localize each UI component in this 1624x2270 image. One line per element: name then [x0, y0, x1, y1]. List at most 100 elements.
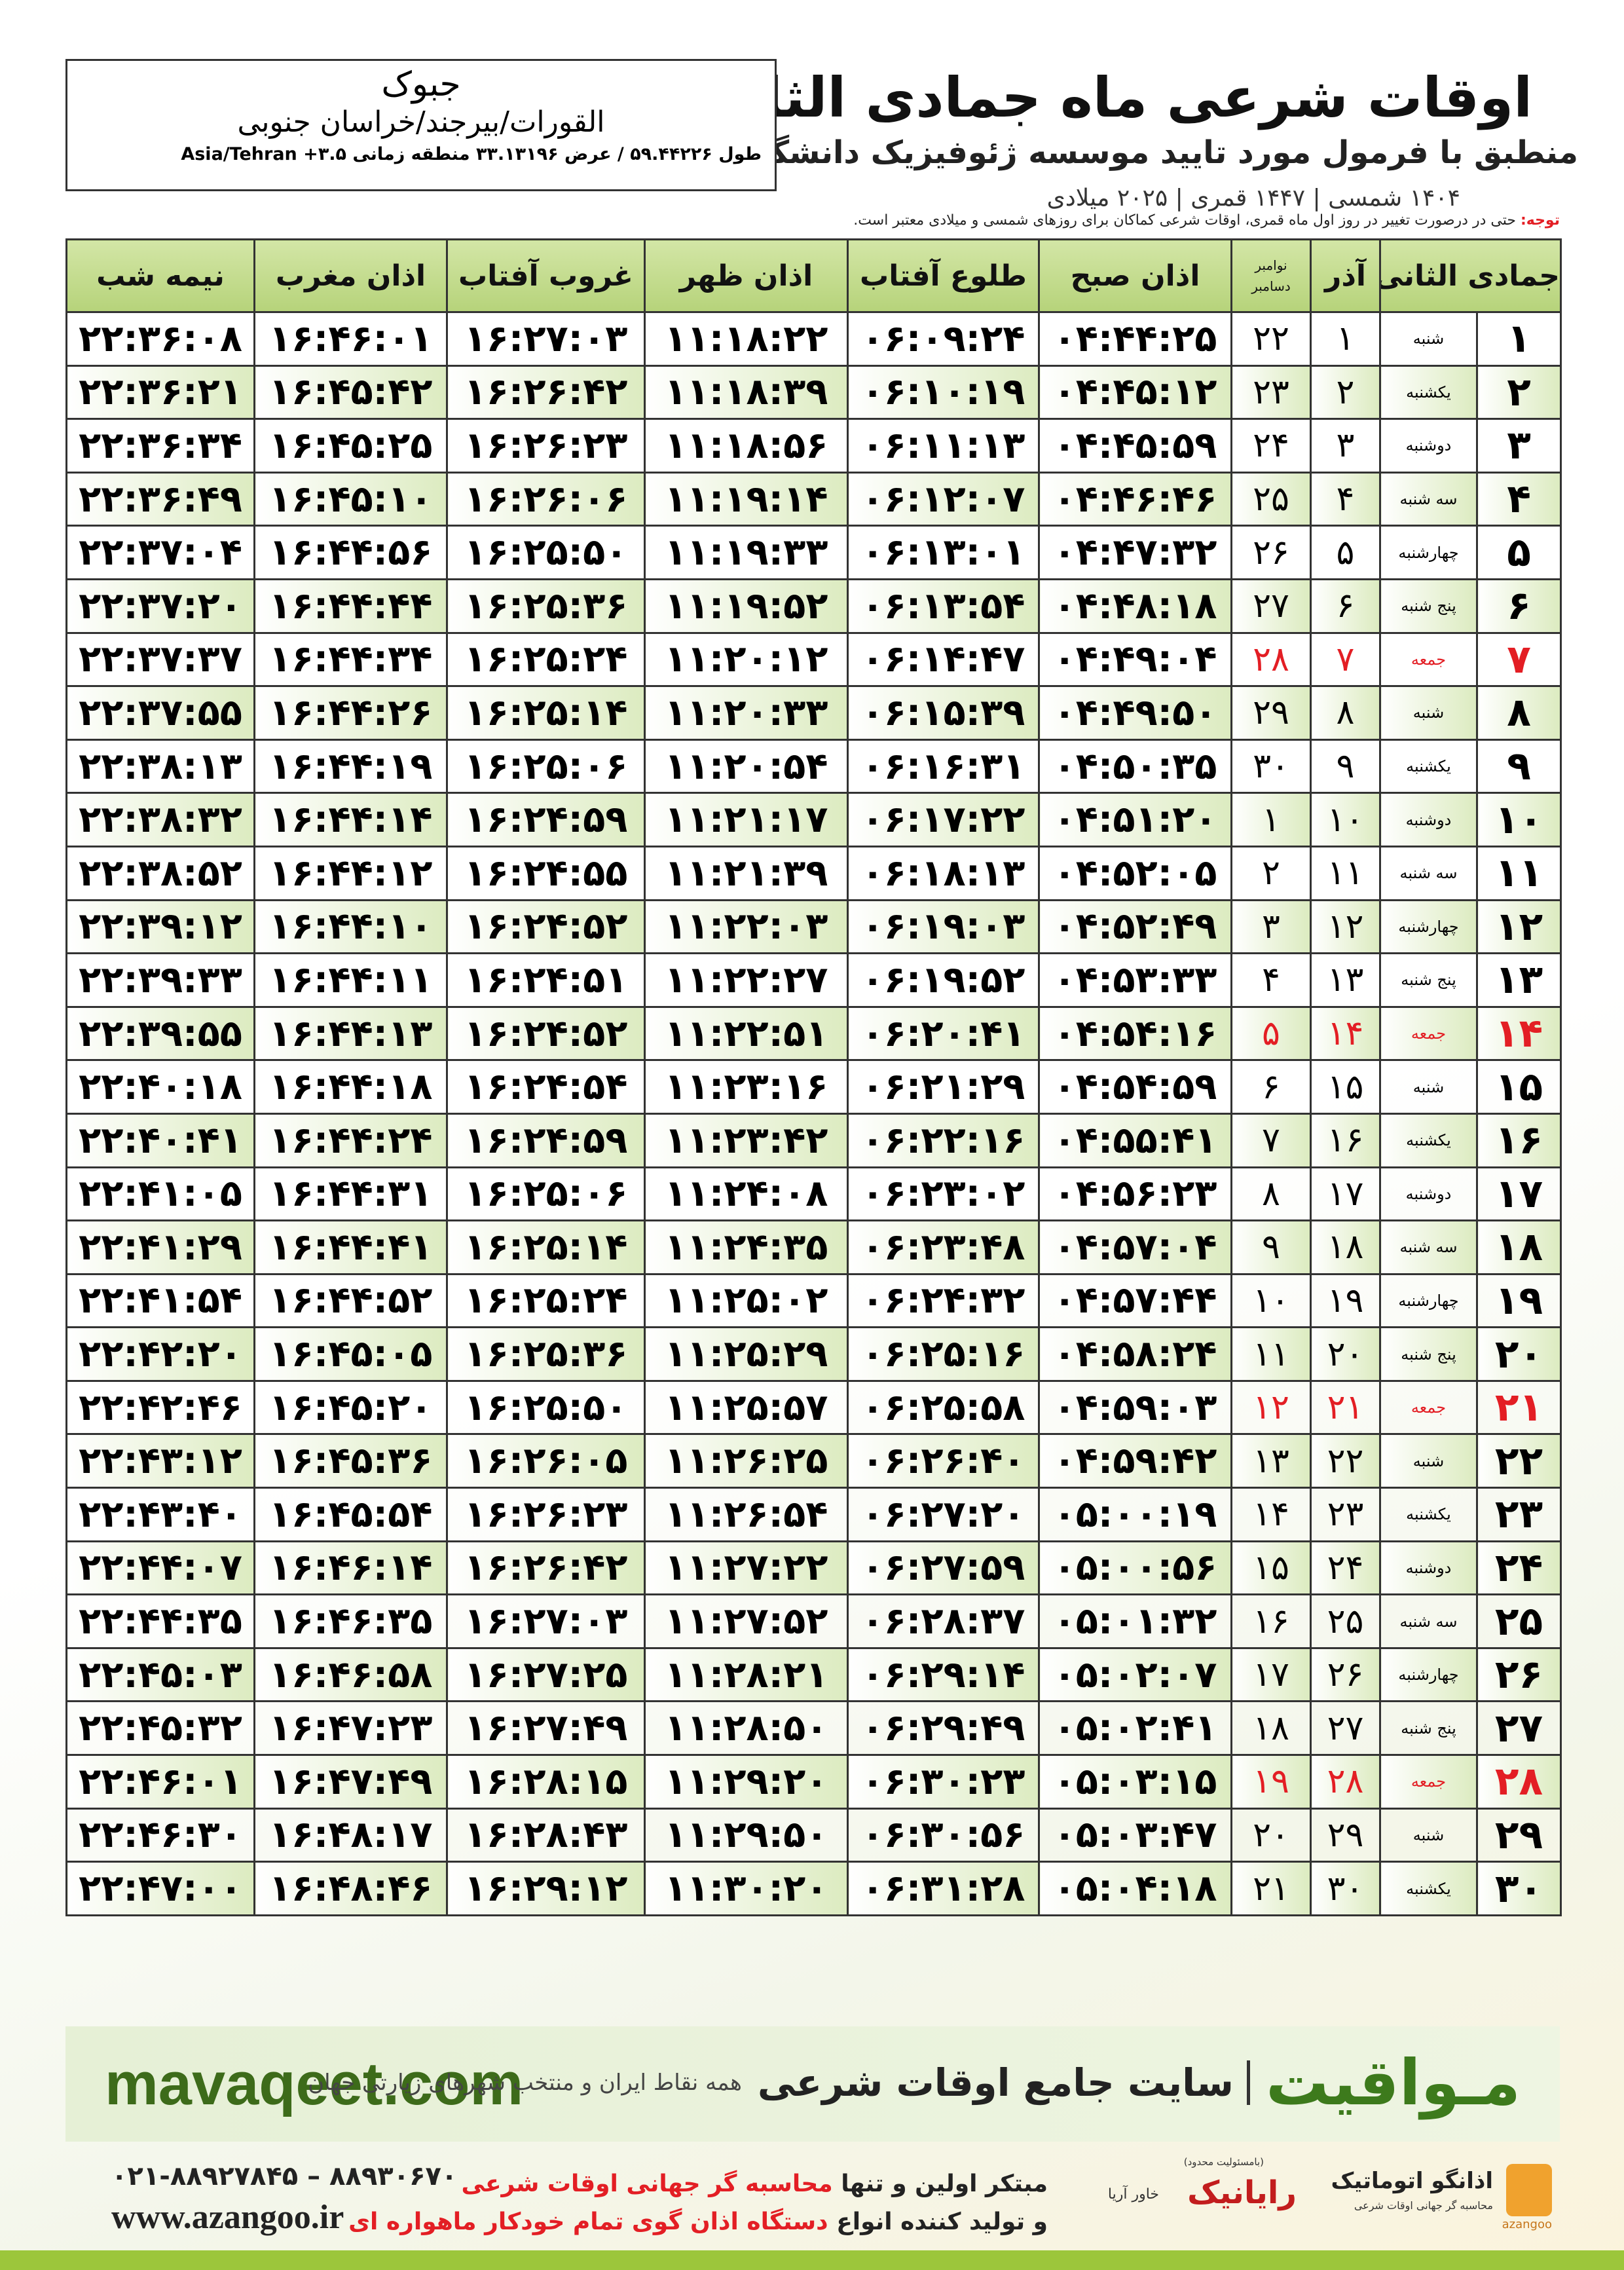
- column-header: غروب آفتاب: [446, 238, 646, 313]
- header-row: جمادی الثانی آذر نوامبر دسامبر اذان صبح طلوع …: [65, 238, 1562, 313]
- cell: ۱۱:۱۸:۵۶: [644, 418, 849, 474]
- cell: دوشنبه: [1378, 1540, 1479, 1596]
- cell: ۱۱:۱۸:۲۲: [644, 311, 849, 367]
- cell: ۴: [1310, 471, 1381, 527]
- cell: ۰۴:۵۲:۰۵: [1038, 845, 1232, 901]
- cell: ۲: [1230, 845, 1312, 901]
- cell: ۱۶:۲۷:۴۹: [446, 1700, 646, 1757]
- cell: دوشنبه: [1378, 792, 1479, 847]
- site-url: mavaqeet.com: [105, 2051, 524, 2117]
- column-header: طلوع آفتاب: [847, 238, 1040, 313]
- cell: ۳۰: [1476, 1861, 1562, 1916]
- column-header: اذان صبح: [1038, 238, 1232, 313]
- cell: ۱: [1310, 311, 1381, 367]
- table-row: ۲۳ یکشنبه ۲۳ ۱۴ ۰۵:۰۰:۱۹ ۰۶:۲۷:۲۰ ۱۱:۲۶:۵۴ ۱۶:۲…: [65, 1487, 1562, 1542]
- cell: ۰۶:۲۷:۵۹: [847, 1540, 1040, 1596]
- cell: ۲۴: [1476, 1540, 1562, 1596]
- cell: ۰۶:۲۲:۱۶: [847, 1112, 1040, 1168]
- cell: ۹: [1230, 1219, 1312, 1275]
- cell: ۱۶:۴۴:۴۱: [253, 1219, 448, 1275]
- cell: ۰۶:۱۲:۰۷: [847, 471, 1040, 527]
- cell: ۲: [1310, 364, 1381, 420]
- cell: ۱۶:۴۴:۱۴: [253, 792, 448, 847]
- cell: ۱۶:۲۴:۵۲: [446, 899, 646, 955]
- cell: ۲۷: [1476, 1700, 1562, 1757]
- cell: ۲۴: [1310, 1540, 1381, 1596]
- cell: ۲۲:۳۸:۱۳: [65, 738, 255, 794]
- cell: ۰۴:۵۱:۲۰: [1038, 792, 1232, 847]
- cell: ۱۶:۲۸:۱۵: [446, 1754, 646, 1810]
- cell: ۳: [1476, 418, 1562, 474]
- table-row: ۲ یکشنبه ۲ ۲۳ ۰۴:۴۵:۱۲ ۰۶:۱۰:۱۹ ۱۱:۱۸:۳۹ ۱۶:۲۶:…: [65, 364, 1562, 420]
- brand: مـواقیت: [1265, 2046, 1521, 2119]
- note-text: حتی در درصورت تغییر در روز اول ماه قمری،…: [853, 212, 1516, 229]
- cell: ۰۶:۱۹:۰۳: [847, 899, 1040, 955]
- cell: ۱۱:۲۳:۴۲: [644, 1112, 849, 1168]
- cell: ۲۲:۴۱:۵۴: [65, 1273, 255, 1329]
- table-row: ۱۲ چهارشنبه ۱۲ ۳ ۰۴:۵۲:۴۹ ۰۶:۱۹:۰۳ ۱۱:۲۲:۰۳ ۱۶:…: [65, 899, 1562, 955]
- cell: ۰۶:۲۳:۴۸: [847, 1219, 1040, 1275]
- column-header: اذان مغرب: [253, 238, 448, 313]
- cell: ۱۴: [1230, 1487, 1312, 1542]
- highlight: محاسبه گر جهانی اوقات شرعی: [461, 2170, 833, 2197]
- cell: سه شنبه: [1378, 1593, 1479, 1649]
- cell: ۵: [1230, 1005, 1312, 1062]
- cell: ۰۴:۴۴:۲۵: [1038, 311, 1232, 367]
- logo-sub: محاسبه گر جهانی اوقات شرعی: [1354, 2199, 1493, 2212]
- cell: جمعه: [1378, 1754, 1479, 1810]
- cell: ۱۳: [1310, 952, 1381, 1008]
- cell: ۲۲:۳۹:۵۵: [65, 1005, 255, 1062]
- table-row: ۱۹ چهارشنبه ۱۹ ۱۰ ۰۴:۵۷:۴۴ ۰۶:۲۴:۳۲ ۱۱:۲۵:۰۲ ۱۶…: [65, 1273, 1562, 1329]
- cell: ۲۲:۴۲:۴۶: [65, 1379, 255, 1436]
- cell: ۱۶:۲۶:۴۲: [446, 364, 646, 420]
- text: مبتکر اولین و تنها: [841, 2170, 1048, 2197]
- cell: ۰۶:۱۸:۱۳: [847, 845, 1040, 901]
- cell: ۱۶:۲۴:۵۴: [446, 1059, 646, 1115]
- cell: ۰۶:۱۱:۱۳: [847, 418, 1040, 474]
- cell: ۲۲:۴۴:۳۵: [65, 1593, 255, 1649]
- table-row: ۱۴ جمعه ۱۴ ۵ ۰۴:۵۴:۱۶ ۰۶:۲۰:۴۱ ۱۱:۲۲:۵۱ ۱۶:۲۴:۵…: [65, 1005, 1562, 1062]
- cell: ۱: [1230, 792, 1312, 847]
- cell: ۰۶:۲۱:۲۹: [847, 1059, 1040, 1115]
- cell: ۱۶:۲۴:۵۵: [446, 845, 646, 901]
- table-row: ۲۱ جمعه ۲۱ ۱۲ ۰۴:۵۹:۰۳ ۰۶:۲۵:۵۸ ۱۱:۲۵:۵۷ ۱۶:۲۵:…: [65, 1379, 1562, 1436]
- cell: ۲۵: [1310, 1593, 1381, 1649]
- cell: ۱۶:۴۴:۱۲: [253, 845, 448, 901]
- table-row: ۱۷ دوشنبه ۱۷ ۸ ۰۴:۵۶:۲۳ ۰۶:۲۳:۰۲ ۱۱:۲۴:۰۸ ۱۶:۲۵…: [65, 1166, 1562, 1222]
- table-row: ۱ شنبه ۱ ۲۲ ۰۴:۴۴:۲۵ ۰۶:۰۹:۲۴ ۱۱:۱۸:۲۲ ۱۶:۲۷:۰۳…: [65, 311, 1562, 367]
- cell: ۱۱:۲۰:۳۳: [644, 685, 849, 741]
- cell: یکشنبه: [1378, 1861, 1479, 1916]
- cell: ۱۹: [1310, 1273, 1381, 1329]
- location-box: جبوک القورات/بیرجند/خراسان جنوبی طول ۵۹.…: [65, 59, 777, 191]
- cell: ۶: [1476, 578, 1562, 634]
- cell: ۷: [1476, 631, 1562, 688]
- cell: ۱۶:۴۵:۴۲: [253, 364, 448, 420]
- cell: ۱۷: [1310, 1166, 1381, 1222]
- cell: ۱۶:۲۴:۵۲: [446, 1005, 646, 1062]
- cell: ۱۶:۴۴:۵۶: [253, 525, 448, 580]
- cell: ۱۶:۴۶:۳۵: [253, 1593, 448, 1649]
- cell: ۰۶:۲۳:۰۲: [847, 1166, 1040, 1222]
- cell: ۲۲:۴۰:۴۱: [65, 1112, 255, 1168]
- cell: ۲۲:۳۶:۰۸: [65, 311, 255, 367]
- table-row: ۱۵ شنبه ۱۵ ۶ ۰۴:۵۴:۵۹ ۰۶:۲۱:۲۹ ۱۱:۲۳:۱۶ ۱۶:۲۴:۵…: [65, 1059, 1562, 1115]
- cell: ۲۲:۳۸:۵۲: [65, 845, 255, 901]
- cell: ۱۷: [1230, 1647, 1312, 1703]
- cell: ۱۰: [1476, 792, 1562, 847]
- table-row: ۲۶ چهارشنبه ۲۶ ۱۷ ۰۵:۰۲:۰۷ ۰۶:۲۹:۱۴ ۱۱:۲۸:۲۱ ۱۶…: [65, 1647, 1562, 1703]
- cell: ۰۶:۳۰:۲۳: [847, 1754, 1040, 1810]
- cell: ۱۶:۲۵:۰۶: [446, 1166, 646, 1222]
- cell: ۱۶:۲۵:۲۴: [446, 1273, 646, 1329]
- cell: ۸: [1230, 1166, 1312, 1222]
- cell: ۱۶:۲۸:۴۳: [446, 1807, 646, 1863]
- cell: ۰۴:۴۸:۱۸: [1038, 578, 1232, 634]
- cell: ۱۱:۲۵:۵۷: [644, 1379, 849, 1436]
- cell: ۱۶:۴۴:۴۴: [253, 578, 448, 634]
- cell: ۱۵: [1476, 1059, 1562, 1115]
- cell: ۲۲:۳۸:۳۲: [65, 792, 255, 847]
- cell: ۰۴:۴۹:۰۴: [1038, 631, 1232, 688]
- cell: ۱۰: [1230, 1273, 1312, 1329]
- cell: ۱۱:۲۰:۵۴: [644, 738, 849, 794]
- cell: ۱۶:۲۵:۵۰: [446, 525, 646, 580]
- cell: ۰۵:۰۲:۴۱: [1038, 1700, 1232, 1757]
